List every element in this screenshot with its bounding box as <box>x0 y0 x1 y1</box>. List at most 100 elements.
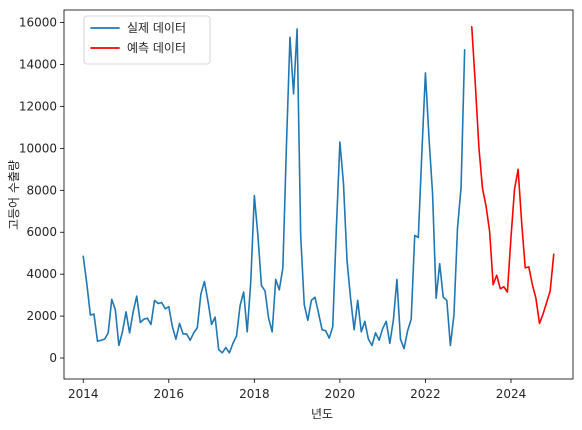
x-axis-label: 년도 <box>311 407 333 421</box>
y-axis-tick-label: 0 <box>49 351 57 365</box>
actual-data-point <box>100 339 102 341</box>
actual-data-point <box>296 28 298 30</box>
actual-data-point <box>207 300 209 302</box>
forecast-data-point <box>488 230 490 232</box>
axis-layer: 2014 2016 2018 2020 2022 2024 0 2000 4000 6000 800… <box>19 9 574 401</box>
actual-data-point <box>278 289 280 291</box>
forecast-data-point <box>549 290 551 292</box>
x-axis-tick-label: 2020 <box>325 387 356 401</box>
actual-data-point <box>453 314 455 316</box>
actual-data-point <box>346 259 348 261</box>
x-axis-tick-label: 2022 <box>410 387 441 401</box>
actual-data-point <box>335 228 337 230</box>
actual-data-point <box>86 283 88 285</box>
actual-data-point <box>396 278 398 280</box>
actual-data-point <box>196 327 198 329</box>
actual-data-point <box>310 299 312 301</box>
actual-data-point <box>374 332 376 334</box>
forecast-data-point <box>538 322 540 324</box>
actual-data-point <box>114 309 116 311</box>
actual-data-point <box>385 320 387 322</box>
actual-data-point <box>464 49 466 51</box>
actual-data-point <box>178 322 180 324</box>
y-axis-tick-label: 2000 <box>26 309 57 323</box>
actual-data-point <box>314 296 316 298</box>
actual-data-point <box>82 255 84 257</box>
forecast-data-point <box>531 284 533 286</box>
x-axis-tick-label: 2018 <box>239 387 270 401</box>
actual-data-point <box>228 352 230 354</box>
forecast-data-point <box>474 83 476 85</box>
actual-data-point <box>121 331 123 333</box>
actual-data-point <box>189 339 191 341</box>
actual-data-point <box>243 291 245 293</box>
forecast-data-point <box>513 188 515 190</box>
actual-data-point <box>239 305 241 307</box>
forecast-data-point <box>535 297 537 299</box>
actual-data-point <box>161 301 163 303</box>
y-axis-tick-label: 12000 <box>19 99 57 113</box>
actual-data-point <box>128 332 130 334</box>
actual-data-point <box>424 72 426 74</box>
actual-data-point <box>125 311 127 313</box>
forecast-data-point <box>510 236 512 238</box>
actual-data-point <box>417 236 419 238</box>
actual-data-point <box>353 329 355 331</box>
actual-data-point <box>93 313 95 315</box>
forecast-data-point <box>528 266 530 268</box>
actual-data-point <box>339 141 341 143</box>
actual-data-point <box>449 344 451 346</box>
forecast-data-point <box>524 267 526 269</box>
actual-data-point <box>235 335 237 337</box>
actual-data-point <box>342 182 344 184</box>
actual-data-point <box>153 299 155 301</box>
actual-data-point <box>399 338 401 340</box>
actual-data-point <box>275 278 277 280</box>
actual-data-point <box>321 329 323 331</box>
actual-data-point <box>214 316 216 318</box>
actual-data-point <box>378 339 380 341</box>
y-axis-tick-label: 4000 <box>26 267 57 281</box>
plot-area <box>64 10 573 379</box>
actual-data-point <box>360 331 362 333</box>
forecast-data-point <box>496 274 498 276</box>
actual-data-point <box>317 312 319 314</box>
forecast-data-point <box>485 205 487 207</box>
actual-data-point <box>442 296 444 298</box>
actual-data-point <box>325 330 327 332</box>
actual-data-point <box>200 293 202 295</box>
actual-data-point <box>221 352 223 354</box>
actual-data-point <box>168 306 170 308</box>
actual-data-point <box>260 285 262 287</box>
forecast-data-point <box>553 253 555 255</box>
y-axis-tick-label: 16000 <box>19 16 57 30</box>
actual-data-point <box>332 325 334 327</box>
actual-data-point <box>89 314 91 316</box>
actual-data-point <box>410 318 412 320</box>
legend-forecast-label: 예측 데이터 <box>127 41 186 55</box>
actual-data-point <box>246 331 248 333</box>
actual-data-point <box>435 297 437 299</box>
actual-data-point <box>210 323 212 325</box>
actual-data-point <box>182 333 184 335</box>
actual-data-point <box>446 299 448 301</box>
actual-data-point <box>403 348 405 350</box>
actual-data-point <box>253 194 255 196</box>
actual-data-point <box>407 330 409 332</box>
actual-data-point <box>328 337 330 339</box>
actual-data-line <box>82 28 466 354</box>
actual-data-point <box>428 137 430 139</box>
actual-data-point <box>143 318 145 320</box>
forecast-data-point <box>542 313 544 315</box>
actual-data-point <box>203 280 205 282</box>
forecast-data-point <box>471 26 473 28</box>
forecast-data-point <box>506 291 508 293</box>
actual-data-point <box>292 93 294 95</box>
actual-data-point <box>392 319 394 321</box>
plot-frame <box>63 9 574 380</box>
actual-data-point <box>111 298 113 300</box>
actual-data-point <box>285 145 287 147</box>
actual-data-point <box>271 331 273 333</box>
actual-data-point <box>175 338 177 340</box>
